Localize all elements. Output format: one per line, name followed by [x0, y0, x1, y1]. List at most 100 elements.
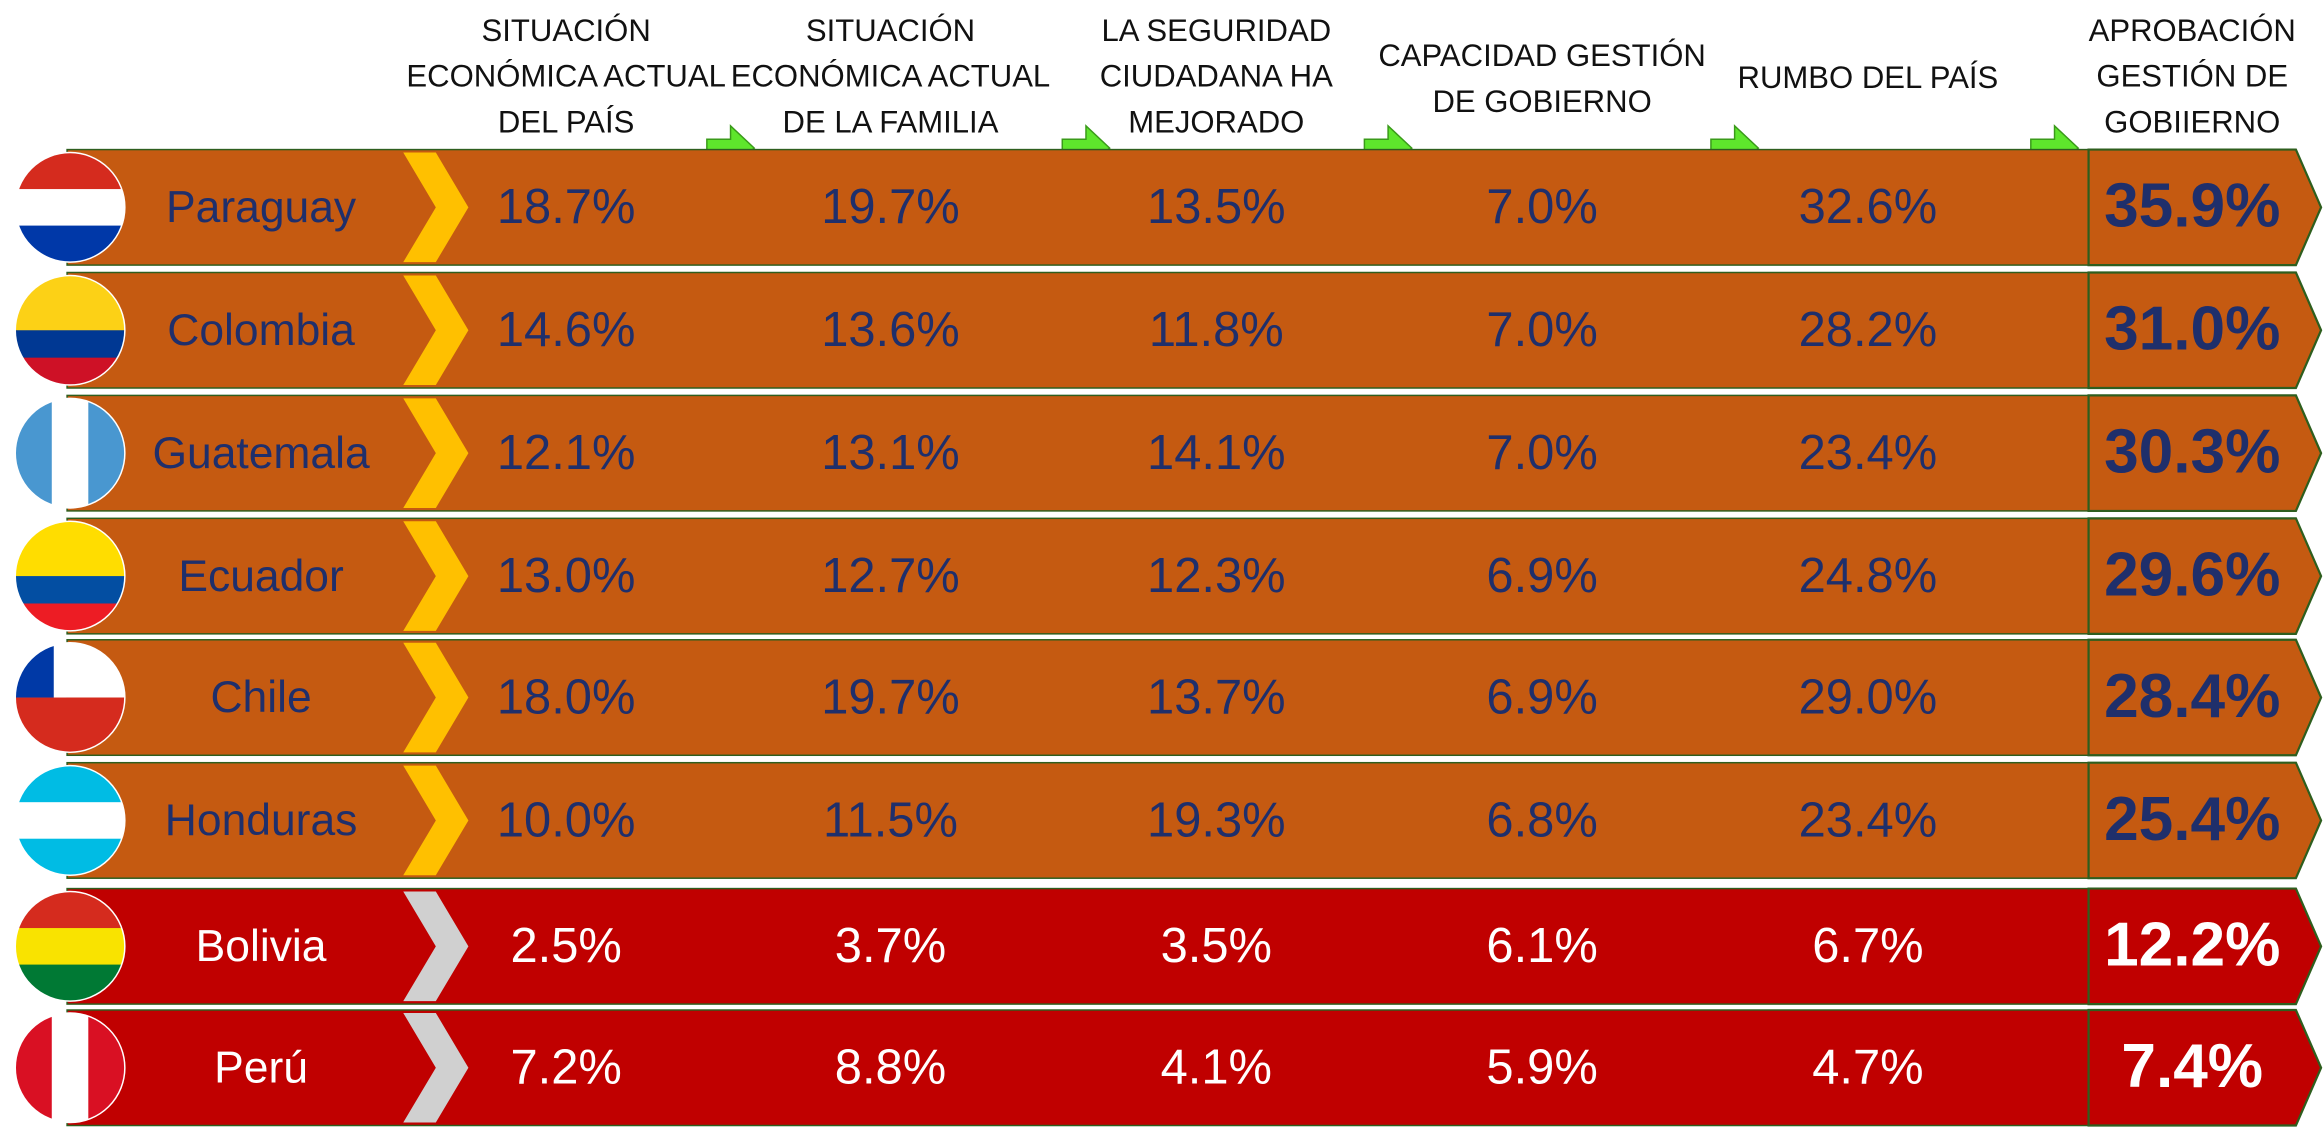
- cell-value: 12.1%: [497, 426, 636, 480]
- cell-value: 23.4%: [1799, 426, 1938, 480]
- column-header: SITUACIÓN: [806, 13, 975, 48]
- flag-outline: [14, 1012, 126, 1124]
- row-band: [66, 394, 2090, 512]
- cell-value: 13.1%: [821, 426, 960, 480]
- column-header: DEL PAÍS: [498, 105, 634, 140]
- cell-value: 18.0%: [497, 670, 636, 724]
- approval-box: [2087, 761, 2323, 880]
- country-name: Chile: [210, 673, 311, 722]
- cell-value: 4.7%: [1812, 1041, 1923, 1095]
- cell-value: 6.8%: [1486, 793, 1597, 847]
- column-header: LA SEGURIDAD: [1101, 13, 1331, 48]
- cell-value: 13.6%: [821, 303, 960, 357]
- flag-stripe: [15, 1012, 53, 1123]
- flag-stripe: [15, 802, 125, 840]
- chevron: [403, 891, 469, 1002]
- flag-outline: [14, 890, 126, 1002]
- cell-value: 13.0%: [497, 549, 636, 603]
- cell-value: 11.8%: [1149, 303, 1284, 357]
- row-band: [66, 761, 2090, 879]
- flag-outline: [14, 397, 126, 509]
- approval-box: [2087, 271, 2323, 390]
- country-name: Perú: [214, 1043, 308, 1092]
- chevron: [403, 275, 469, 386]
- column-header: RUMBO DEL PAÍS: [1738, 60, 1999, 95]
- country-name: Honduras: [165, 796, 358, 845]
- approval-value: 29.6%: [2104, 540, 2280, 609]
- column-header: CAPACIDAD GESTIÓN: [1378, 38, 1706, 73]
- row-band: [66, 639, 2090, 757]
- cell-value: 6.9%: [1486, 549, 1597, 603]
- approval-box: [2087, 1008, 2323, 1127]
- flag-stripe: [15, 302, 125, 331]
- flag-stripe: [15, 548, 125, 577]
- cell-value: 14.6%: [497, 303, 636, 357]
- cell-value: 13.5%: [1147, 180, 1286, 234]
- cell-value: 11.5%: [823, 793, 958, 847]
- row-band: [66, 1009, 2090, 1127]
- cell-value: 7.0%: [1486, 303, 1597, 357]
- approval-value: 12.2%: [2104, 911, 2280, 980]
- cell-value: 10.0%: [497, 793, 636, 847]
- approval-box: [2087, 394, 2323, 513]
- flag-outline: [14, 151, 126, 263]
- flag-stripe: [15, 189, 125, 227]
- cell-value: 19.7%: [821, 180, 960, 234]
- cell-value: 7.0%: [1486, 180, 1597, 234]
- country-name: Bolivia: [196, 922, 327, 971]
- approval-value: 25.4%: [2104, 785, 2280, 854]
- flag-outline: [14, 641, 126, 754]
- approval-box: [2087, 517, 2323, 635]
- flag-canton: [15, 642, 54, 698]
- chevron: [403, 1012, 469, 1123]
- approval-value: 28.4%: [2104, 662, 2280, 731]
- cell-value: 6.9%: [1486, 670, 1597, 724]
- approval-box: [2087, 887, 2323, 1006]
- approval-box: [2087, 148, 2323, 267]
- column-header: MEJORADO: [1128, 105, 1304, 140]
- cell-value: 18.7%: [497, 180, 636, 234]
- row-band: [66, 517, 2090, 635]
- flag-stripe: [15, 928, 125, 966]
- flag-outline: [14, 274, 126, 386]
- flag-stripe: [15, 330, 125, 359]
- cell-value: 3.7%: [835, 919, 946, 973]
- cell-value: 12.7%: [821, 549, 960, 603]
- cell-value: 4.1%: [1161, 1041, 1272, 1095]
- cell-value: 8.8%: [835, 1041, 946, 1095]
- cell-value: 12.3%: [1147, 549, 1286, 603]
- chevron: [403, 521, 469, 631]
- flag-outline: [14, 520, 126, 632]
- approval-box: [2087, 638, 2323, 757]
- column-header: ECONÓMICA ACTUAL: [731, 59, 1050, 94]
- column-header: ECONÓMICA ACTUAL: [406, 59, 725, 94]
- country-name: Guatemala: [152, 429, 370, 478]
- row-band: [66, 887, 2090, 1005]
- column-header: SITUACIÓN: [482, 13, 651, 48]
- cell-value: 6.1%: [1486, 919, 1597, 973]
- row-band: [66, 271, 2090, 389]
- approval-value: 35.9%: [2104, 172, 2280, 241]
- column-header: DE GOBIERNO: [1432, 84, 1651, 119]
- cell-value: 7.0%: [1486, 426, 1597, 480]
- country-name: Colombia: [167, 306, 355, 355]
- column-header: CIUDADANA HA: [1100, 59, 1333, 94]
- flag-stripe: [51, 1012, 90, 1123]
- cell-value: 2.5%: [510, 919, 621, 973]
- cell-value: 28.2%: [1799, 303, 1938, 357]
- flag-outline: [14, 764, 126, 876]
- country-name: Ecuador: [178, 552, 344, 601]
- flag-stripe: [51, 398, 90, 508]
- flag-stripe: [15, 576, 125, 605]
- cell-value: 19.3%: [1147, 793, 1286, 847]
- chevron: [403, 152, 469, 263]
- column-header: APROBACIÓN: [2089, 13, 2296, 48]
- cell-value: 29.0%: [1799, 670, 1938, 724]
- cell-value: 13.7%: [1147, 670, 1286, 724]
- cell-value: 7.2%: [510, 1041, 621, 1095]
- row-band: [66, 148, 2090, 266]
- flag: [15, 642, 125, 753]
- approval-value: 31.0%: [2104, 295, 2280, 364]
